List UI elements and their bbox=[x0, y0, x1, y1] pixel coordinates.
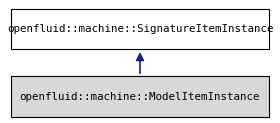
Text: openfluid::machine::ModelItemInstance: openfluid::machine::ModelItemInstance bbox=[20, 92, 260, 102]
FancyBboxPatch shape bbox=[11, 76, 269, 117]
FancyBboxPatch shape bbox=[11, 9, 269, 49]
Text: openfluid::machine::SignatureItemInstance: openfluid::machine::SignatureItemInstanc… bbox=[7, 24, 273, 34]
